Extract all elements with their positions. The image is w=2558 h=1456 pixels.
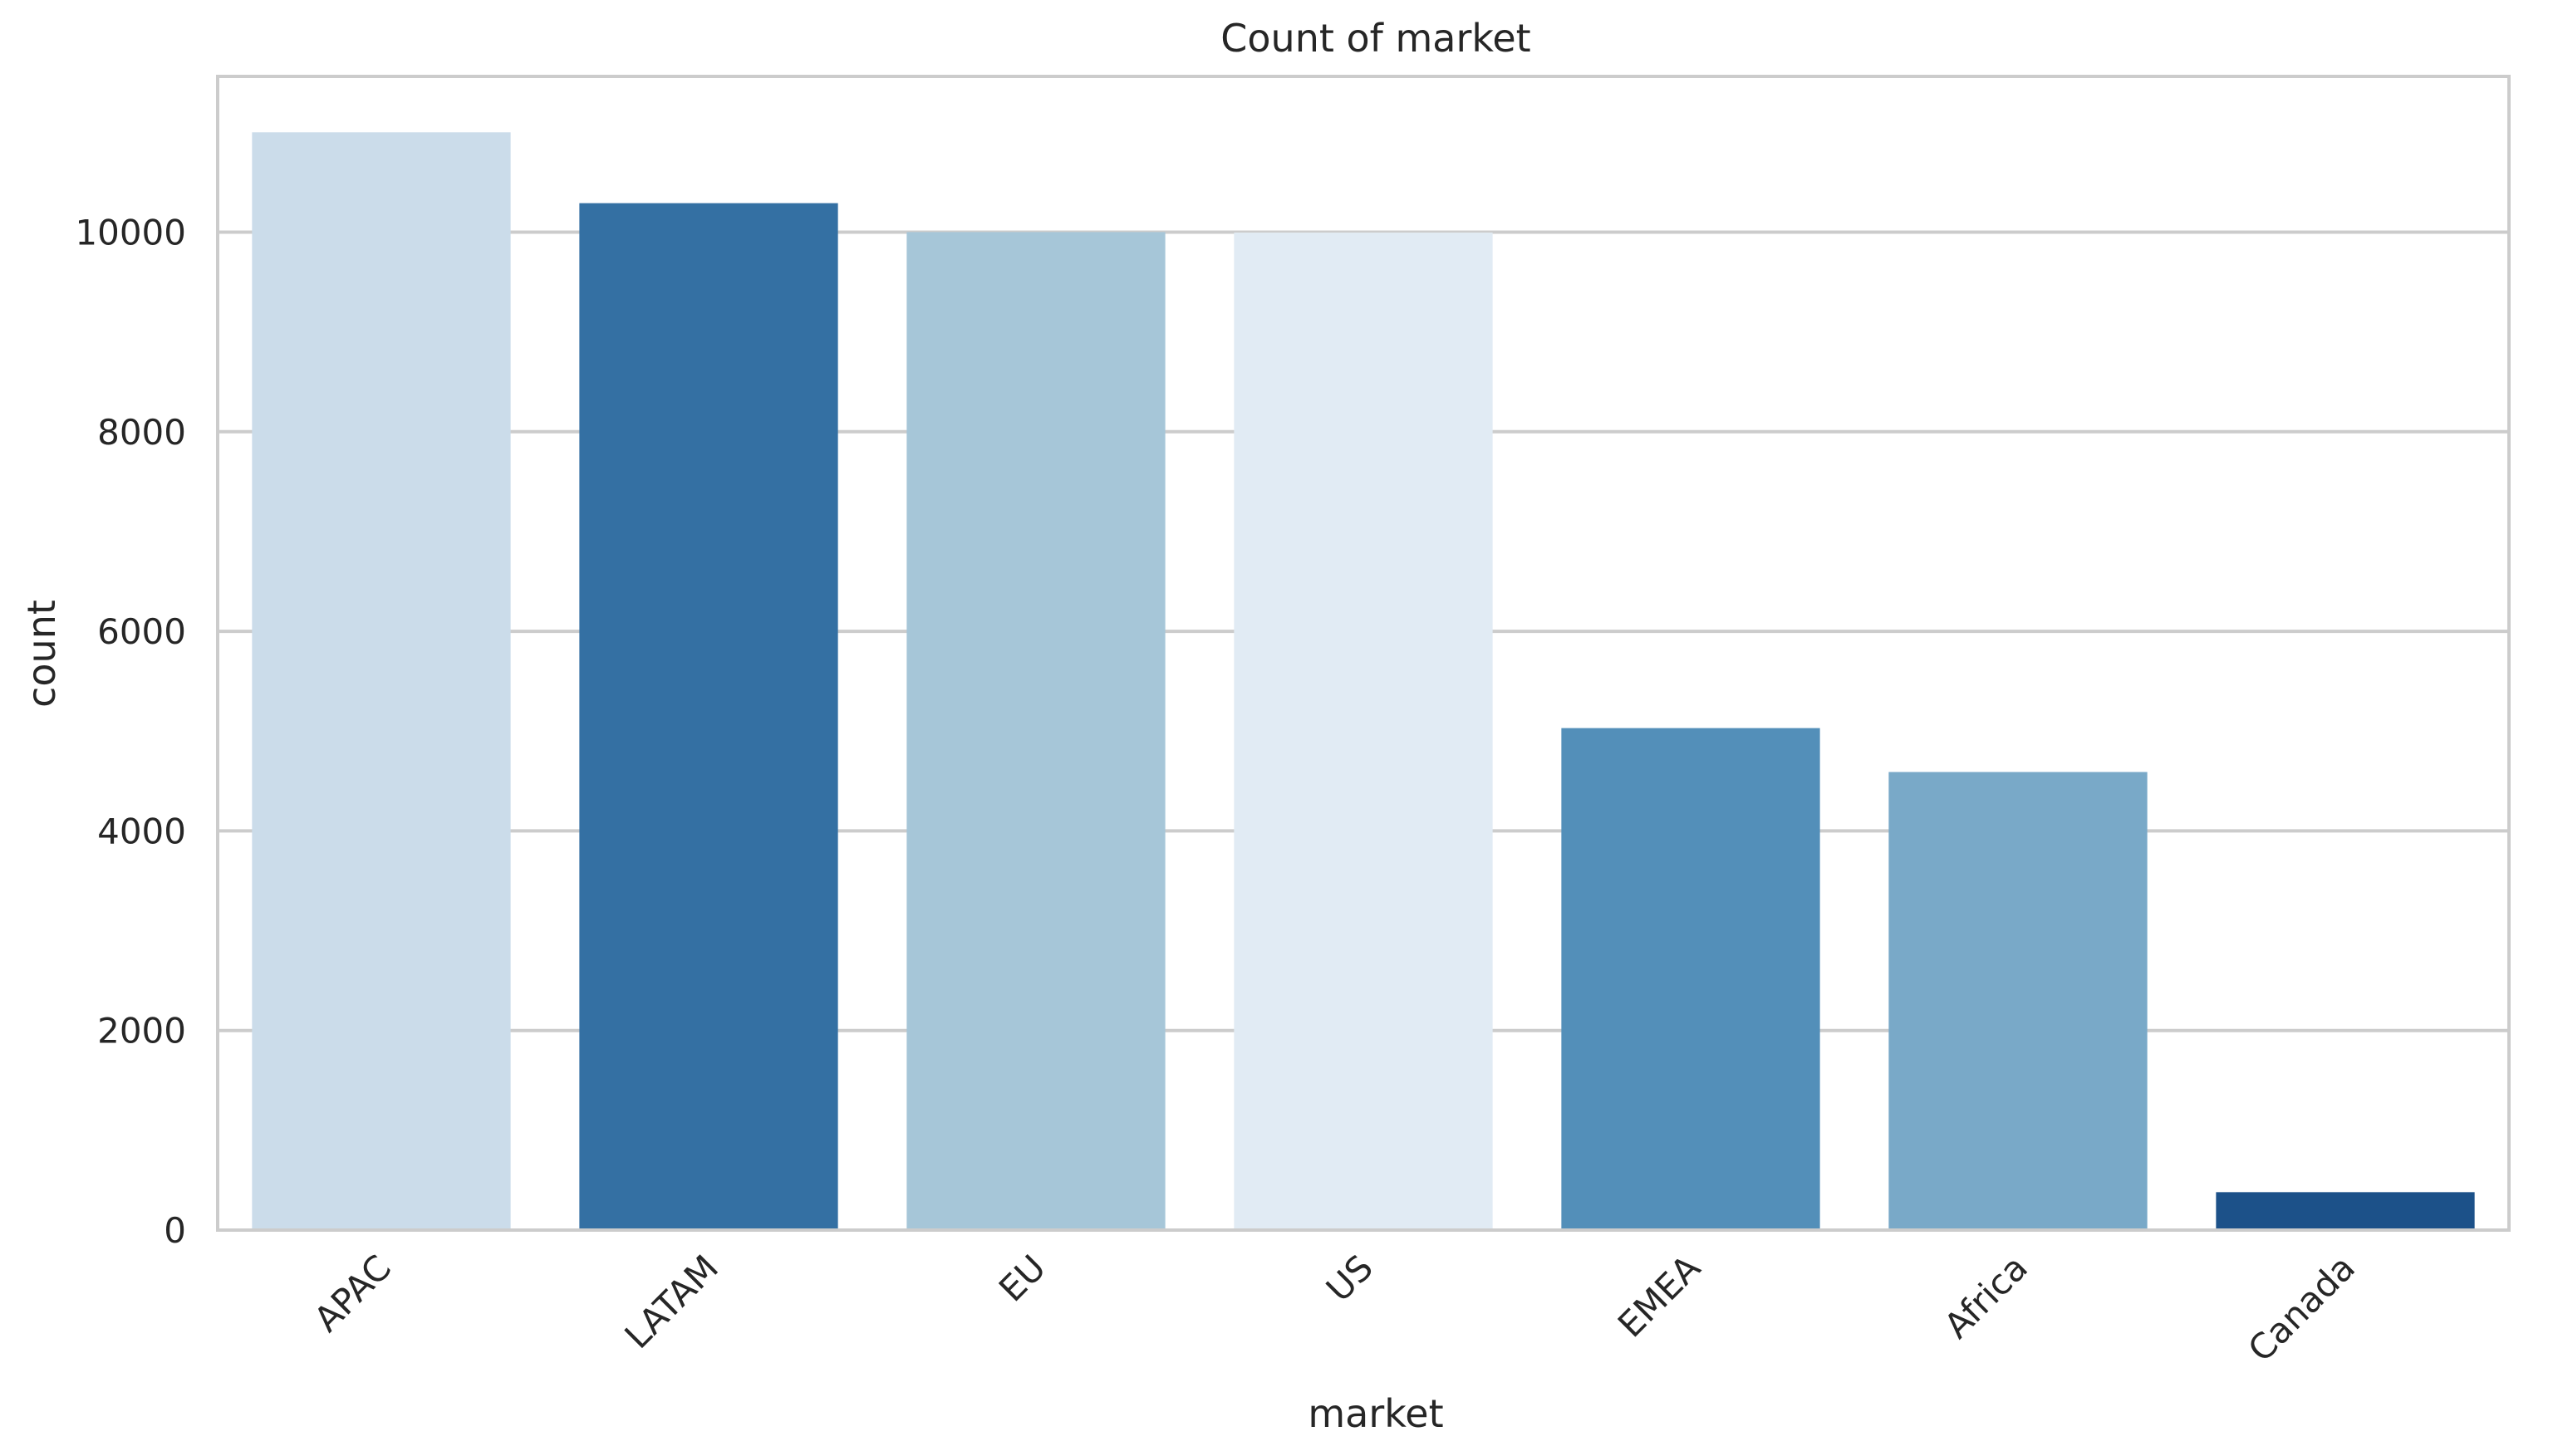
x-tick-label: Canada: [2240, 1247, 2363, 1370]
x-tick-label: APAC: [307, 1247, 400, 1340]
bars: [252, 132, 2475, 1231]
bar-latam: [579, 203, 838, 1230]
x-tick-label: EU: [991, 1247, 1053, 1309]
y-tick-label: 0: [164, 1210, 186, 1251]
x-tick-label: LATAM: [616, 1247, 726, 1356]
y-axis-label: count: [19, 600, 64, 708]
y-tick-label: 4000: [97, 811, 186, 851]
x-tick-labels: APAC LATAM EU US EMEA Africa Canada: [307, 1247, 2364, 1370]
y-tick-label: 2000: [97, 1011, 186, 1052]
x-tick-label: Africa: [1937, 1247, 2035, 1346]
bar-apac: [252, 132, 511, 1230]
x-axis-label: market: [1308, 1391, 1443, 1436]
bar-eu: [906, 232, 1166, 1231]
bar-canada: [2216, 1192, 2475, 1230]
bar-africa: [1888, 772, 2148, 1230]
plot-frame: [216, 75, 2511, 1232]
y-tick-labels: 0 2000 4000 6000 8000 10000: [75, 212, 186, 1251]
x-tick-label: US: [1318, 1247, 1381, 1309]
bar-emea: [1561, 728, 1820, 1230]
y-tick-label: 6000: [97, 611, 186, 652]
y-tick-label: 10000: [75, 212, 186, 252]
bar-us: [1234, 233, 1493, 1230]
chart-title: Count of market: [1220, 16, 1530, 61]
y-tick-label: 8000: [97, 412, 186, 453]
x-tick-label: EMEA: [1610, 1247, 1708, 1345]
